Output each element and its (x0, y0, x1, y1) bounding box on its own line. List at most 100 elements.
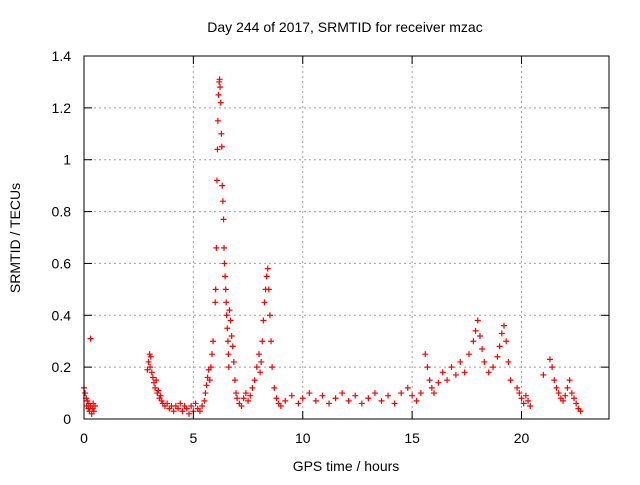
data-point (273, 395, 280, 402)
data-point (217, 84, 224, 91)
data-point (549, 364, 556, 371)
data-point (516, 390, 523, 397)
x-axis-label: GPS time / hours (293, 458, 400, 474)
data-point (224, 338, 231, 345)
y-tick-label: 1.4 (52, 48, 72, 64)
data-point (295, 400, 302, 407)
data-point (417, 390, 424, 397)
data-point (494, 353, 501, 360)
data-point (221, 260, 228, 267)
y-tick-label: 0 (63, 411, 71, 427)
data-point (540, 371, 547, 378)
data-point (201, 397, 208, 404)
data-point (490, 364, 497, 371)
data-point (203, 382, 210, 389)
grid-lines (84, 56, 609, 419)
data-point (256, 351, 262, 358)
data-point (352, 392, 359, 399)
data-point (258, 358, 265, 365)
data-point (175, 405, 182, 412)
data-point (91, 403, 98, 410)
data-point (220, 216, 227, 223)
data-point (573, 400, 580, 407)
y-axis-label: SRMTID / TECUs (7, 183, 23, 293)
data-point (196, 408, 203, 415)
chart-title: Day 244 of 2017, SRMTID for receiver mza… (207, 19, 482, 35)
data-point (431, 390, 437, 397)
data-point (210, 338, 217, 345)
data-point (452, 371, 459, 378)
data-point (221, 244, 227, 251)
data-point (553, 384, 560, 391)
data-point (358, 400, 365, 407)
data-point (326, 400, 332, 407)
data-point (213, 244, 220, 251)
data-point (199, 403, 206, 410)
data-point (522, 392, 529, 399)
data-point (153, 377, 160, 384)
data-point (479, 345, 486, 352)
data-point (188, 403, 195, 410)
data-point (90, 408, 97, 415)
data-point (319, 392, 326, 399)
data-point (223, 312, 230, 319)
data-point (263, 273, 270, 280)
x-tick-label: 0 (80, 430, 88, 446)
data-point (82, 390, 89, 397)
data-point (217, 99, 224, 106)
data-point (566, 377, 573, 384)
data-point (546, 356, 553, 363)
data-point (306, 390, 313, 397)
data-point (378, 397, 385, 404)
data-point (183, 405, 190, 412)
data-point (155, 387, 162, 394)
data-point (501, 322, 507, 329)
data-point (231, 377, 238, 384)
data-point (422, 351, 429, 358)
axis-ticks: 0 0.2 0.4 0.6 0.8 1 1.2 1.4 0 5 10 15 20 (52, 48, 609, 446)
data-point (227, 317, 234, 324)
data-point (164, 400, 171, 407)
data-point (233, 390, 240, 397)
data-point (222, 286, 229, 293)
data-point (562, 392, 569, 399)
data-point (269, 364, 276, 371)
data-point (219, 198, 226, 205)
y-tick-label: 1 (63, 152, 71, 168)
data-point (224, 325, 231, 332)
data-point (234, 395, 241, 402)
data-point (339, 390, 346, 397)
data-point (152, 384, 159, 391)
data-point (257, 369, 264, 376)
data-point (413, 397, 420, 404)
data-point (207, 364, 214, 371)
data-point (219, 182, 226, 189)
data-point (448, 364, 455, 371)
data-point (225, 364, 232, 371)
data-point (215, 91, 222, 98)
data-point (177, 400, 184, 407)
data-point (149, 374, 156, 381)
data-point (242, 390, 249, 397)
data-point (206, 377, 213, 384)
data-point (520, 400, 527, 407)
data-point (260, 317, 267, 324)
data-point (345, 397, 352, 404)
data-point (555, 390, 562, 397)
y-tick-label: 0.4 (52, 307, 72, 323)
data-point (218, 130, 225, 137)
data-point (474, 317, 481, 324)
data-point (435, 379, 442, 386)
x-tick-label: 10 (295, 430, 311, 446)
data-point (439, 369, 446, 376)
data-point (157, 392, 164, 399)
data-point (299, 395, 306, 402)
data-point (226, 307, 233, 314)
data-point (202, 390, 209, 397)
plot-frame (83, 55, 610, 420)
data-point (192, 400, 199, 407)
data-point (147, 364, 154, 371)
data-point (147, 353, 154, 360)
data-point (245, 397, 252, 404)
